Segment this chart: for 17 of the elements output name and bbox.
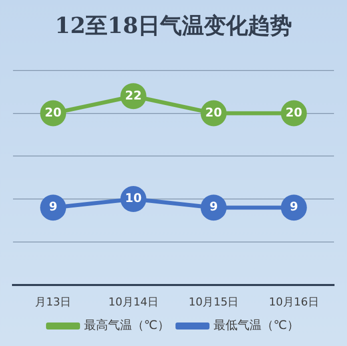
data-label: 9 (209, 200, 218, 214)
data-label: 20 (205, 105, 222, 120)
data-label: 20 (44, 105, 62, 120)
point (40, 194, 66, 221)
data-label: 9 (48, 200, 58, 214)
data-label: 9 (290, 200, 298, 214)
x-tick-label: 月13日 (35, 295, 72, 308)
data-label: 22 (125, 88, 142, 102)
legend-label: 最高气温（℃） (84, 318, 170, 332)
x-tick-label: 10月16日 (268, 295, 319, 308)
chart-title: 12至18日气温变化趋势 (54, 12, 292, 39)
legend-label: 最低气温（℃） (214, 318, 299, 332)
data-label: 20 (286, 105, 302, 120)
x-tick-label: 10月14日 (108, 295, 158, 308)
point (200, 194, 227, 221)
x-tick-label: 10月15日 (188, 295, 239, 308)
data-label: 10 (125, 191, 142, 206)
